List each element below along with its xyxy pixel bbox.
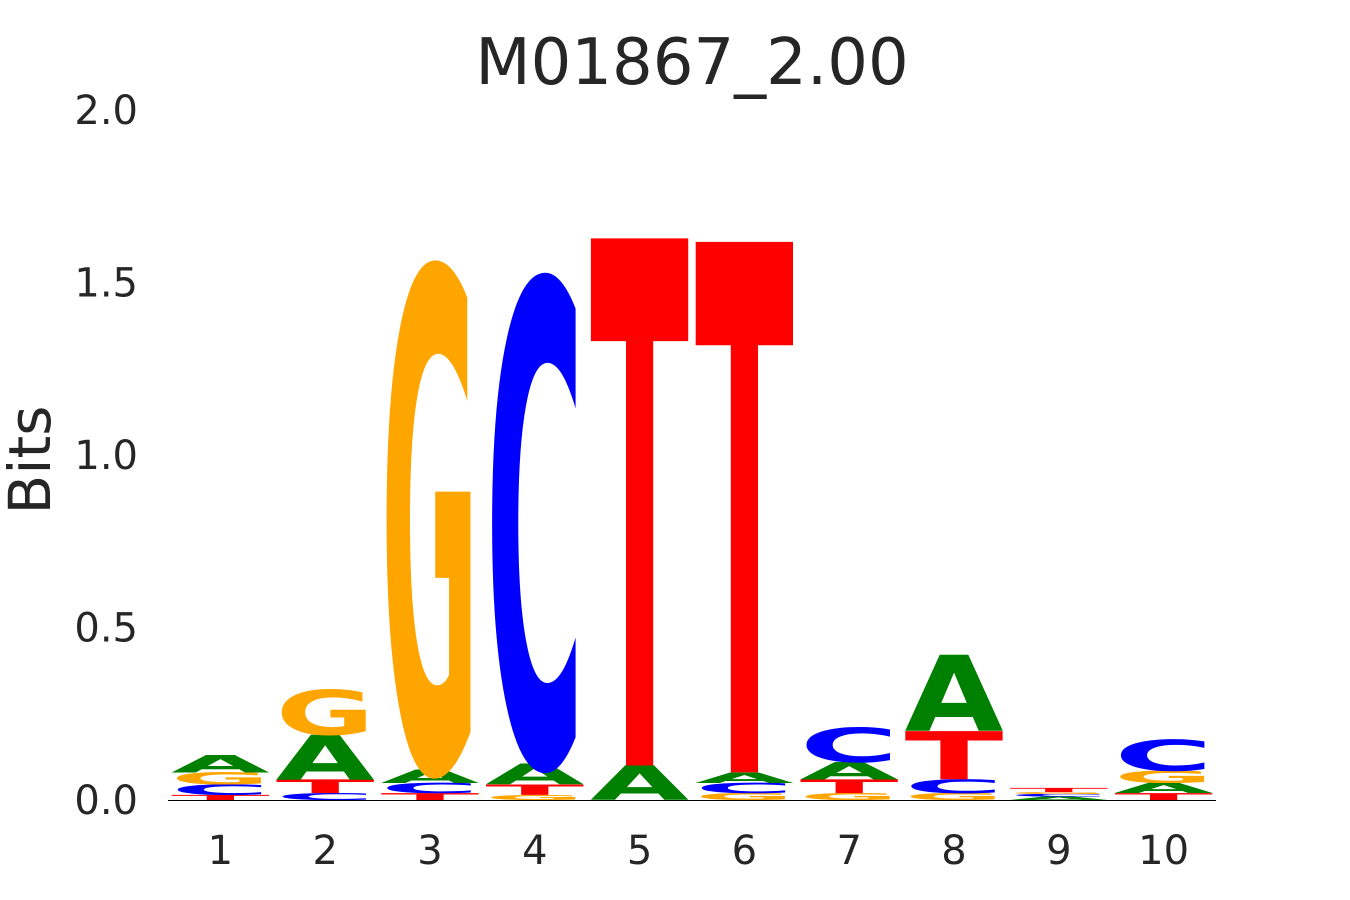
- letter-a: A: [590, 756, 689, 811]
- x-tick-label: 5: [627, 828, 652, 874]
- letter-t: T: [1009, 787, 1108, 794]
- letter-a: A: [695, 770, 794, 786]
- y-tick-label: 1.5: [74, 261, 138, 307]
- letter-a: A: [1009, 796, 1108, 801]
- letter-t: T: [171, 794, 270, 802]
- letter-t: T: [800, 776, 899, 798]
- letter-c: C: [1114, 731, 1213, 781]
- y-tick-label: 1.0: [74, 433, 138, 479]
- x-tick-label: 9: [1046, 828, 1071, 874]
- letter-g: G: [276, 677, 375, 749]
- letter-a: A: [800, 757, 899, 785]
- letter-g: G: [1114, 768, 1213, 787]
- letter-c: C: [1009, 793, 1108, 797]
- letter-t: T: [276, 776, 375, 798]
- letter-t: T: [1114, 791, 1213, 802]
- letter-c: C: [171, 782, 270, 799]
- letter-a: A: [381, 765, 480, 787]
- letter-c: C: [276, 791, 375, 802]
- chart-title: M01867_2.00: [475, 26, 908, 100]
- y-axis-label: Bits: [0, 406, 64, 515]
- letter-g: G: [171, 769, 270, 788]
- letter-t: T: [695, 97, 795, 900]
- letter-a: A: [1114, 780, 1213, 796]
- letter-t: T: [590, 94, 690, 900]
- y-tick-label: 2.0: [74, 88, 138, 134]
- x-tick-label: 2: [312, 828, 337, 874]
- letter-a: A: [276, 722, 375, 794]
- letter-g: G: [800, 791, 899, 802]
- letter-g: G: [905, 791, 1004, 802]
- letter-t: T: [485, 782, 584, 799]
- x-axis-ticks: 1 2 3 4 5 6 7 8 9 10: [208, 828, 1189, 874]
- x-tick-label: 3: [417, 828, 442, 874]
- letter-t: T: [905, 718, 1004, 795]
- x-tick-label: 6: [732, 828, 757, 874]
- letter-c: C: [695, 780, 794, 797]
- letter-c: C: [381, 780, 480, 797]
- letter-t: T: [381, 791, 480, 802]
- x-tick-label: 4: [522, 828, 547, 874]
- letter-g: G: [1009, 792, 1108, 795]
- letter-g: G: [485, 794, 584, 802]
- x-tick-label: 8: [941, 828, 966, 874]
- letter-g: G: [695, 791, 794, 802]
- letter-a: A: [171, 751, 270, 779]
- letter-c: C: [800, 718, 899, 773]
- letter-c: C: [485, 150, 584, 900]
- letter-c: C: [905, 776, 1004, 798]
- x-tick-label: 10: [1138, 828, 1189, 874]
- y-axis-ticks: 0.0 0.5 1.0 1.5 2.0: [74, 88, 138, 824]
- y-tick-label: 0.0: [74, 778, 138, 824]
- logo-stack-5: AT: [590, 94, 690, 900]
- y-tick-label: 0.5: [74, 606, 138, 652]
- letter-a: A: [905, 635, 1004, 756]
- letter-a: A: [485, 758, 584, 791]
- x-tick-label: 7: [836, 828, 861, 874]
- x-tick-label: 1: [208, 828, 233, 874]
- letter-g: G: [381, 134, 480, 900]
